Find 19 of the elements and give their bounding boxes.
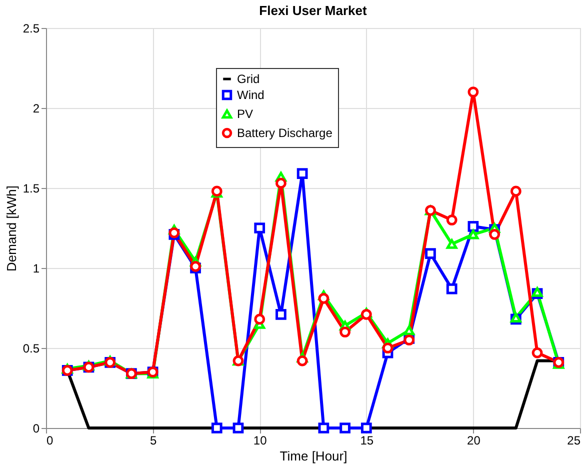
x-tick-label: 25 <box>567 434 581 448</box>
y-tick-label: 1 <box>32 262 40 276</box>
chart-title: Flexi User Market <box>259 3 368 18</box>
x-tick-label: 5 <box>150 434 157 448</box>
legend-label: Grid <box>237 72 260 86</box>
y-tick-label: 1.5 <box>22 182 40 196</box>
x-tick-label: 20 <box>467 434 481 448</box>
x-tick-label: 10 <box>253 434 268 448</box>
x-tick-label: 15 <box>360 434 374 448</box>
legend-label: Battery Discharge <box>237 126 333 140</box>
legend-label: PV <box>237 107 254 121</box>
y-axis-title: Demand [kWh] <box>4 186 19 272</box>
y-tick-label: 0 <box>32 422 40 436</box>
y-tick-label: 2 <box>32 102 40 116</box>
y-tick-label: 0.5 <box>22 342 40 356</box>
legend-label: Wind <box>237 88 264 102</box>
x-tick-label: 0 <box>46 434 54 448</box>
y-tick-label: 2.5 <box>22 22 40 36</box>
x-axis-title: Time [Hour] <box>280 448 348 464</box>
